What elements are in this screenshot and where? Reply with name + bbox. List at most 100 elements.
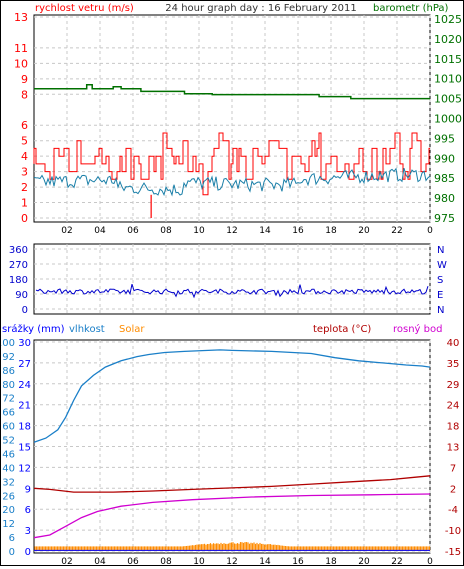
humidity-legend: vlhkost [69, 324, 105, 335]
rain-tick-label: 0 [25, 547, 31, 558]
pressure-tick-label: 1005 [434, 93, 462, 106]
temperature-tick-label: 13 [447, 443, 460, 454]
direction-tick-label: 270 [9, 260, 28, 271]
humidity-tick-label: 52 [2, 436, 15, 447]
humidity-tick-label: 6 [9, 533, 15, 544]
hour-tick-label: 18 [325, 226, 337, 236]
humidity-tick-label: 46 [2, 449, 15, 460]
pressure-tick-label: 1015 [434, 53, 462, 66]
humidity-tick-label: 100 [1, 338, 15, 349]
bottom-hour-ticks: 02 04 06 08 10 12 14 16 18 20 22 0 [61, 557, 433, 567]
dew-point-legend: rosný bod [393, 323, 442, 335]
solar-legend: Solar [119, 324, 145, 335]
wind-direction-series [35, 283, 429, 299]
hour-tick-label: 16 [292, 226, 304, 236]
humidity-tick-label: 66 [2, 408, 15, 419]
hour-tick-label: 08 [160, 557, 172, 565]
temperature-tick-label: 35 [447, 359, 460, 370]
compass-letter: N [437, 245, 444, 256]
pressure-tick-label: 1010 [434, 73, 462, 86]
hour-tick-label: 20 [358, 557, 370, 565]
humidity-ticks: 0 6 12 20 26 32 40 46 52 60 66 72 80 86 92 100 [0, 338, 15, 558]
direction-tick-label: 0 [22, 305, 28, 316]
wind-tick-label: 5 [21, 135, 28, 148]
temperature-tick-label: 2 [450, 484, 456, 495]
top-grid [34, 15, 431, 222]
rain-tick-label: 18 [18, 422, 31, 433]
temperature-tick-label: 29 [447, 380, 460, 391]
humidity-tick-label: 72 [2, 394, 15, 405]
temperature-tick-label: 24 [447, 401, 460, 412]
humidity-tick-label: 12 [2, 519, 15, 530]
humidity-tick-label: 32 [2, 477, 15, 488]
wind-gust-line [33, 132, 430, 196]
temperature-tick-label: 18 [447, 422, 460, 433]
rain-tick-label: 21 [18, 401, 31, 412]
pressure-tick-label: 990 [434, 152, 455, 165]
hour-tick-label: 02 [61, 557, 72, 565]
rain-tick-label: 24 [18, 380, 31, 391]
hour-tick-label: 18 [325, 557, 337, 565]
rain-legend: srážky (mm) [2, 323, 65, 335]
wind-tick-label: 8 [21, 88, 28, 101]
humidity-line [33, 349, 431, 443]
wind-tick-label: 1 [21, 197, 28, 210]
hour-tick-label: 20 [358, 226, 370, 236]
hour-tick-label: 08 [160, 226, 172, 236]
hour-tick-label: 14 [259, 226, 271, 236]
pressure-tick-label: 1025 [434, 13, 462, 26]
wind-tick-label: 13 [14, 11, 28, 24]
temperature-legend: teplota (°C) [313, 324, 371, 335]
pressure-tick-label: 980 [434, 192, 455, 205]
wind-tick-label: 11 [14, 42, 28, 55]
wind-direction-line [35, 283, 429, 299]
wind-tick-label: 4 [21, 150, 28, 163]
direction-tick-label: 180 [9, 275, 28, 286]
compass-letter: N [437, 305, 444, 316]
hour-tick-label: 06 [127, 557, 139, 565]
rain-tick-label: 12 [18, 463, 31, 474]
wind-axis-label: rychlost vetru (m/s) [35, 3, 134, 14]
temperature-tick-label: -15 [445, 547, 461, 558]
hour-tick-label: 22 [391, 557, 402, 565]
temperature-line [33, 475, 431, 493]
wind-tick-label: 9 [21, 73, 28, 86]
hour-tick-label: 04 [94, 226, 106, 236]
hour-tick-label: 0 [427, 226, 433, 236]
humidity-tick-label: 26 [2, 491, 15, 502]
direction-grid [34, 244, 431, 314]
chart-title: 24 hour graph day : 16 February 2011 [165, 3, 356, 14]
humidity-tick-label: 60 [2, 422, 15, 433]
hour-tick-label: 22 [391, 226, 402, 236]
rain-tick-label: 3 [25, 526, 31, 537]
pressure-tick-label: 975 [434, 212, 455, 225]
temperature-ticks: -15 -10 -4 2 7 13 18 24 29 35 40 [445, 338, 461, 558]
bottom-series [33, 349, 431, 551]
wind-tick-label: 10 [14, 57, 28, 70]
pressure-tick-label: 1000 [434, 113, 462, 126]
pressure-ticks: 975 980 985 990 995 1000 1005 1010 1015 1020 1025 [434, 13, 462, 225]
pressure-axis-label: barometr (hPa) [373, 3, 449, 14]
humidity-tick-label: 20 [2, 505, 15, 516]
humidity-tick-label: 92 [2, 352, 15, 363]
pressure-tick-label: 985 [434, 172, 455, 185]
direction-tick-label: 360 [9, 245, 28, 256]
hour-tick-label: 02 [61, 226, 72, 236]
compass-letter: S [437, 275, 443, 286]
wind-tick-label: 2 [21, 181, 28, 194]
rain-tick-label: 27 [18, 359, 31, 370]
rain-tick-label: 9 [25, 484, 31, 495]
rain-tick-label: 15 [18, 443, 31, 454]
rain-tick-label: 30 [18, 338, 31, 349]
hour-tick-label: 0 [427, 557, 433, 565]
compass-letter: W [437, 260, 447, 271]
wind-speed-ticks: 0 1 2 3 4 5 6 8 9 10 11 13 [14, 11, 28, 225]
temperature-tick-label: -4 [448, 505, 458, 516]
hour-tick-label: 04 [94, 557, 106, 565]
compass-letter: E [437, 290, 443, 301]
hour-tick-label: 12 [226, 226, 237, 236]
temperature-tick-label: -10 [445, 526, 461, 537]
hour-tick-label: 06 [127, 226, 139, 236]
hour-tick-label: 10 [193, 557, 205, 565]
hour-tick-label: 12 [226, 557, 237, 565]
